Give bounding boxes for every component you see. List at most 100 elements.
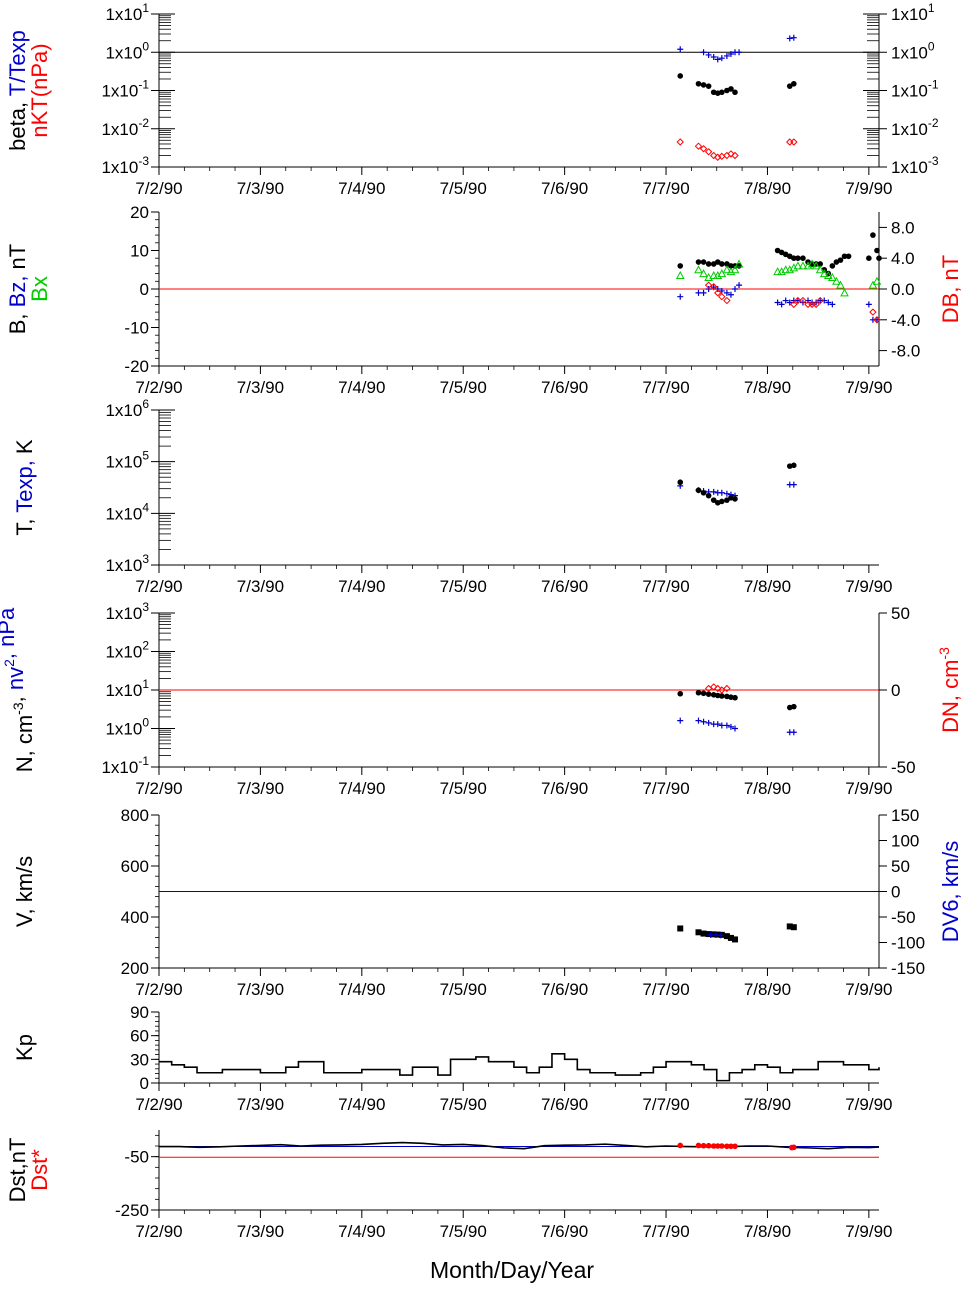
x-tick-label: 7/3/90 [237, 378, 284, 397]
x-tick-label: 7/8/90 [744, 577, 791, 596]
data-point [790, 481, 797, 488]
y-axis-label: Dst,nT [5, 1138, 30, 1203]
data-point [724, 1143, 730, 1150]
data-point [718, 489, 725, 496]
data-point [823, 270, 833, 280]
x-tick-label: 7/5/90 [440, 1095, 487, 1114]
data-point [866, 255, 872, 261]
data-point [723, 490, 730, 497]
data-point [695, 289, 702, 296]
x-tick-label: 7/7/90 [642, 577, 689, 596]
data-point [677, 925, 684, 932]
data-point [736, 49, 743, 56]
data-point [712, 931, 719, 938]
y-tick-label: 1x106 [105, 397, 149, 420]
data-point [872, 276, 882, 285]
data-point [700, 259, 707, 265]
y-tick-label: 800 [121, 806, 149, 825]
y-tick-label: 1x101 [105, 1, 149, 24]
data-point [695, 689, 702, 696]
data-point [699, 145, 708, 153]
right-tick-label: -4.0 [891, 311, 920, 330]
data-point [710, 488, 717, 495]
panel-kp: 90 60 30 0 7/2/90 7/3/90 7/4/90 7/5/90 7/6/90 7/7… [12, 1003, 892, 1114]
data-point [694, 265, 703, 274]
data-point [728, 1143, 734, 1150]
x-tick-label: 7/2/90 [135, 577, 182, 596]
x-tick-label: 7/4/90 [338, 980, 385, 999]
data-point [798, 261, 808, 270]
x-tick-label: 7/6/90 [541, 1222, 588, 1241]
data-point [714, 1143, 721, 1149]
data-point [774, 299, 781, 306]
data-point [719, 261, 725, 267]
data-point [709, 683, 718, 691]
x-tick-label: 7/9/90 [845, 980, 892, 999]
data-point [731, 151, 739, 160]
data-point [677, 293, 684, 300]
data-point [799, 296, 807, 305]
x-tick-label: 7/7/90 [642, 980, 689, 999]
x-tick-label: 7/9/90 [845, 779, 892, 798]
data-point [794, 296, 802, 305]
series-0 [677, 481, 797, 499]
data-point [695, 487, 702, 494]
y-axis-label: Dst* [27, 1149, 52, 1191]
right-tick-label: 50 [891, 857, 910, 876]
x-tick-label: 7/5/90 [440, 577, 487, 596]
y-axis-label: N, cm-3, nv2, nPa [0, 607, 37, 772]
data-point [719, 498, 725, 505]
data-point [828, 272, 837, 281]
data-point [734, 259, 744, 268]
data-point [675, 270, 685, 280]
x-tick-label: 7/4/90 [338, 1222, 385, 1241]
y-tick-label: 0 [140, 280, 149, 299]
data-point [786, 83, 793, 89]
data-point [727, 150, 735, 158]
x-tick-label: 7/4/90 [338, 1095, 385, 1114]
data-point [700, 930, 707, 937]
y-tick-label: -20 [124, 357, 149, 376]
data-point [790, 924, 797, 931]
y-axis-label: Kp [12, 1034, 37, 1061]
x-tick-label: 7/3/90 [237, 179, 284, 198]
y-tick-label: 1x10-2 [101, 116, 149, 139]
data-point [870, 232, 876, 238]
data-point [695, 1142, 702, 1149]
data-point [728, 263, 734, 269]
right-tick-label: 8.0 [891, 218, 915, 237]
x-tick-label: 7/6/90 [541, 779, 588, 798]
x-tick-label: 7/3/90 [237, 1222, 284, 1241]
data-point [865, 301, 872, 308]
right-tick-label: 0 [891, 681, 900, 700]
right-tick-label: 1x10-3 [891, 154, 939, 177]
y-tick-label: 1x105 [105, 449, 149, 472]
x-tick-label: 7/8/90 [744, 1095, 791, 1114]
data-point [677, 690, 684, 697]
data-point [707, 931, 714, 938]
y-tick-label: 400 [121, 908, 149, 927]
data-point [705, 931, 712, 938]
y-tick-label: 10 [130, 242, 149, 261]
data-point [790, 138, 798, 146]
x-tick-label: 7/3/90 [237, 980, 284, 999]
data-point [732, 1143, 738, 1150]
data-point [727, 291, 734, 298]
x-tick-label: 7/2/90 [135, 779, 182, 798]
data-point [728, 86, 734, 92]
series-1 [707, 931, 724, 939]
data-point [723, 289, 730, 296]
data-point [710, 1143, 717, 1149]
data-point [718, 292, 726, 301]
x-tick-label: 7/2/90 [135, 179, 182, 198]
right-tick-label: -8.0 [891, 342, 920, 361]
x-tick-label: 7/7/90 [642, 1222, 689, 1241]
data-point [816, 296, 824, 305]
data-point [791, 255, 797, 261]
data-point [829, 263, 836, 269]
series-1 [677, 73, 797, 96]
data-point [714, 286, 721, 292]
panel-velocity: 800 600 400 200 150 100 50 0 -50 -100 -150 7/2/90 7/… [12, 806, 963, 999]
